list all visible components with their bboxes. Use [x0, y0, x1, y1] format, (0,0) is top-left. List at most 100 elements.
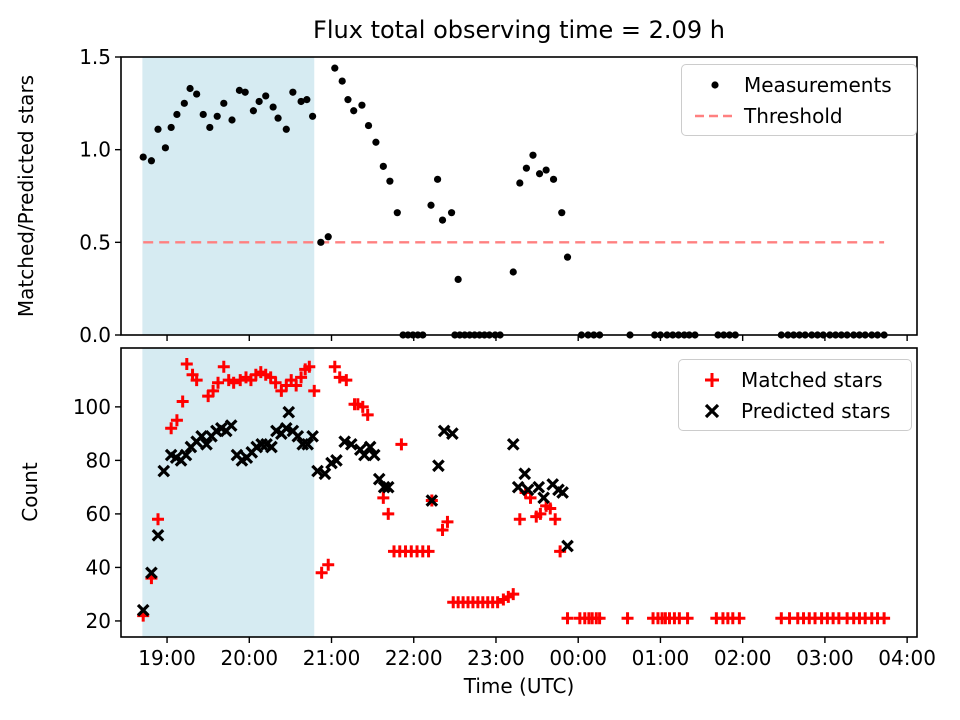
matched-plus-marker [340, 374, 353, 387]
measurement-dot [542, 166, 550, 174]
measurement-dot [522, 164, 531, 172]
measurement-dot [161, 144, 170, 152]
measurement-dot [235, 86, 244, 94]
measurement-dot [274, 114, 282, 122]
x-tick-label: 21:00 [303, 646, 361, 670]
legend-item-measurements: Measurements [686, 69, 908, 100]
matched-plus-marker [322, 558, 335, 571]
x-tick-label: 20:00 [220, 646, 278, 670]
matched-plus-marker [217, 360, 230, 373]
matched-plus-marker [361, 408, 374, 421]
measurement-dot [509, 268, 517, 276]
ratio-plot: 0.0 0.5 1.0 1.5 [79, 45, 918, 347]
predicted-x-marker [301, 438, 314, 451]
predicted-x-marker [521, 483, 535, 497]
measurement-dot [364, 121, 373, 130]
matched-plus-marker [561, 612, 574, 625]
observing-window-shading [142, 348, 315, 637]
measurement-dot [338, 77, 346, 85]
measurement-dot [427, 201, 435, 209]
matched-plus-marker [290, 379, 303, 392]
measurement-dot [358, 101, 366, 109]
predicted-x-marker [279, 421, 293, 435]
predicted-x-marker [200, 438, 213, 451]
y-tick-label: 100 [73, 395, 111, 419]
measurement-dot [529, 151, 537, 159]
matched-plus-marker [549, 513, 562, 526]
predicted-x-marker [265, 440, 278, 454]
predicted-x-marker [338, 435, 352, 448]
predicted-x-icon [683, 402, 741, 420]
measurement-dot [139, 153, 147, 161]
measurement-dot [147, 157, 156, 165]
matched-plus-marker [170, 414, 183, 427]
measurement-dot [193, 90, 201, 98]
x-tick-label: 19:00 [138, 646, 196, 670]
measurement-dot [167, 123, 175, 132]
y-tick-label: 0.5 [79, 230, 111, 254]
matched-plus-marker [295, 371, 308, 384]
predicted-x-marker [151, 528, 165, 542]
predicted-x-marker [506, 438, 520, 451]
matched-plus-marker [315, 566, 328, 579]
legend-label-matched-stars: Matched stars [741, 367, 883, 392]
predicted-x-marker [518, 467, 532, 481]
legend-ratio-plot: Measurements Threshold [681, 64, 917, 136]
legend-item-threshold: Threshold [686, 100, 908, 131]
matched-plus-icon [683, 371, 741, 389]
predicted-x-marker [381, 480, 395, 494]
predicted-x-marker [367, 448, 381, 462]
axes-frame [120, 347, 918, 638]
matched-plus-marker [152, 513, 165, 526]
matched-plus-marker [190, 374, 203, 387]
x-tick-label: 23:00 [467, 646, 525, 670]
matched-plus-marker [377, 491, 390, 504]
predicted-x-marker [291, 429, 305, 443]
measurement-dot [535, 170, 544, 178]
measurement-dot [173, 110, 181, 119]
measurement-dot [186, 84, 194, 93]
threshold-dash-icon [686, 108, 744, 124]
measurement-dot [220, 99, 228, 107]
y-tick-label: 60 [86, 502, 111, 526]
matched-plus-marker [180, 358, 193, 371]
predicted-x-marker [511, 480, 525, 494]
measurements-dot-icon [686, 77, 744, 93]
measurement-dot [317, 238, 325, 246]
matched-plus-marker [534, 507, 547, 520]
measurement-dot [379, 162, 387, 170]
measurement-dot [282, 125, 290, 133]
predicted-x-marker [556, 486, 569, 499]
predicted-x-marker [537, 491, 551, 505]
matched-plus-marker [621, 612, 634, 625]
measurement-dot [386, 177, 394, 185]
predicted-x-marker [330, 454, 343, 467]
x-tick-label: 04:00 [878, 646, 936, 670]
predicted-x-marker [157, 464, 171, 478]
matched-plus-marker [269, 376, 282, 389]
matched-plus-marker [328, 360, 341, 373]
matched-plus-marker [212, 376, 225, 389]
x-tick-label: 00:00 [549, 646, 607, 670]
legend-label-predicted-stars: Predicted stars [741, 398, 891, 423]
measurement-dot [393, 209, 401, 217]
legend-label-measurements: Measurements [744, 72, 892, 97]
measurement-dot [344, 96, 352, 104]
measurement-dot [303, 96, 311, 104]
matched-plus-marker [593, 612, 606, 625]
matched-plus-marker [436, 523, 449, 536]
matched-plus-marker [513, 513, 526, 526]
predicted-x-marker [437, 424, 451, 438]
y-tick-label: 20 [86, 609, 111, 633]
matched-plus-marker [227, 376, 240, 389]
predicted-x-marker [195, 429, 208, 443]
predicted-x-marker [136, 603, 150, 617]
x-axis-label: Time (UTC) [463, 674, 575, 698]
matched-plus-marker [308, 384, 321, 397]
predicted-x-marker [344, 438, 358, 451]
measurement-dot [308, 112, 317, 120]
matched-plus-marker [176, 395, 189, 408]
predicted-x-marker [282, 405, 296, 419]
legend-item-predicted-stars: Predicted stars [683, 395, 903, 426]
measurement-dot [372, 138, 380, 146]
